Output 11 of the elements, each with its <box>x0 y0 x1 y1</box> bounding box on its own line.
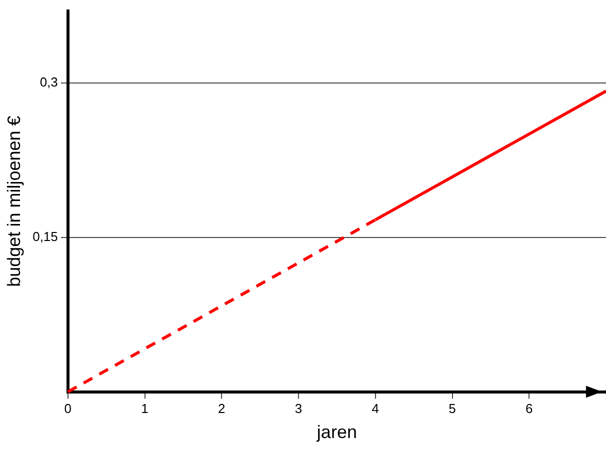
x-tick-label: 5 <box>448 401 456 416</box>
x-tick-label: 0 <box>64 401 72 416</box>
x-axis-title: jaren <box>316 422 357 442</box>
x-tick-label: 6 <box>526 401 533 416</box>
y-tick-label: 0,3 <box>40 74 58 90</box>
x-tick-label: 1 <box>141 401 148 416</box>
x-tick-label: 3 <box>294 401 302 416</box>
y-axis-title: budget in miljoenen € <box>4 116 24 287</box>
x-tick-label: 4 <box>372 401 380 416</box>
x-tick-label: 2 <box>218 401 226 416</box>
y-tick-label: 0,15 <box>32 228 58 244</box>
